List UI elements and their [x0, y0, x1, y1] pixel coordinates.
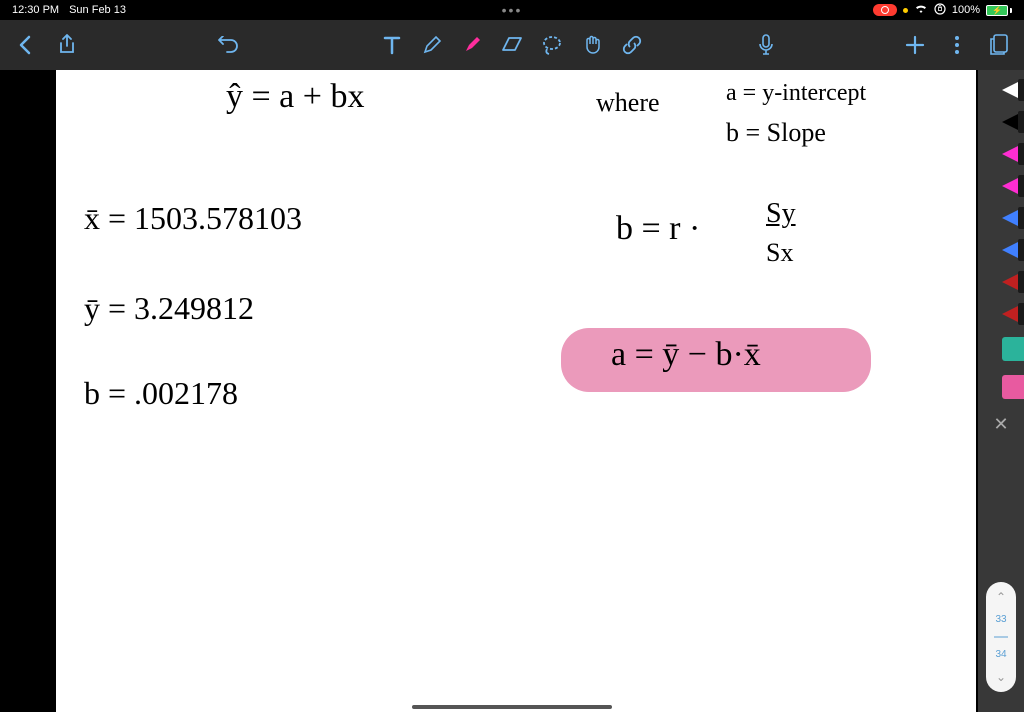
pen-slot-red-2[interactable]	[978, 300, 1024, 328]
xbar-value: x̄ = 1503.578103	[84, 200, 302, 237]
pen-slot-magenta-1[interactable]	[978, 140, 1024, 168]
page-divider-icon	[992, 635, 1010, 639]
wifi-icon	[914, 4, 928, 17]
page-current: 33	[995, 614, 1006, 625]
page-total: 34	[995, 649, 1006, 660]
battery-pct: 100%	[952, 4, 980, 16]
b-formula-sx: Sx	[766, 238, 793, 268]
home-indicator[interactable]	[412, 705, 612, 709]
pen-tool-button[interactable]	[421, 34, 443, 56]
battery-icon: ⚡	[986, 5, 1012, 16]
pen-slot-magenta-2[interactable]	[978, 172, 1024, 200]
more-button[interactable]	[946, 34, 968, 56]
microphone-button[interactable]	[755, 34, 777, 56]
b-definition: b = Slope	[726, 118, 826, 148]
a-definition: a = y-intercept	[726, 80, 866, 107]
app-toolbar	[0, 20, 1024, 70]
pen-slot-white[interactable]	[978, 76, 1024, 104]
close-pen-tray-button[interactable]: ✕	[978, 414, 1024, 435]
page-up-icon[interactable]: ⌃	[996, 590, 1006, 604]
share-button[interactable]	[56, 34, 78, 56]
lasso-tool-button[interactable]	[541, 34, 563, 56]
b-formula-left: b = r ·	[616, 210, 700, 248]
note-canvas[interactable]: ŷ = a + bx where a = y-intercept b = Slo…	[56, 70, 976, 712]
b-formula-sy: Sy	[766, 198, 796, 230]
b-value: b = .002178	[84, 375, 238, 412]
location-indicator-icon	[903, 8, 908, 13]
pen-slot-black[interactable]	[978, 108, 1024, 136]
eraser-tool-button[interactable]	[501, 34, 523, 56]
page-down-icon[interactable]: ⌄	[996, 670, 1006, 684]
marker-slot-pink[interactable]	[978, 370, 1024, 404]
marker-slot-teal[interactable]	[978, 332, 1024, 366]
status-time: 12:30 PM	[12, 4, 59, 16]
highlighter-tool-button[interactable]	[461, 34, 483, 56]
text-tool-button[interactable]	[381, 34, 403, 56]
status-bar: 12:30 PM Sun Feb 13 ••• 100% ⚡	[0, 0, 1024, 20]
pen-slot-blue-1[interactable]	[978, 204, 1024, 232]
ybar-value: ȳ = 3.249812	[84, 290, 254, 327]
status-date: Sun Feb 13	[69, 4, 126, 16]
add-button[interactable]	[904, 34, 926, 56]
screen-record-indicator[interactable]	[873, 4, 897, 16]
multitask-dots[interactable]: •••	[502, 2, 523, 18]
undo-button[interactable]	[218, 34, 240, 56]
a-formula: a = ȳ − b·x̄	[611, 336, 761, 374]
equation-main: ŷ = a + bx	[226, 78, 364, 116]
pages-view-button[interactable]	[988, 34, 1010, 56]
back-button[interactable]	[14, 34, 36, 56]
hand-tool-button[interactable]	[581, 34, 603, 56]
where-label: where	[596, 88, 660, 118]
link-tool-button[interactable]	[621, 34, 643, 56]
pen-tray: ✕ ⌃ 33 34 ⌄	[978, 70, 1024, 712]
page-scroller[interactable]: ⌃ 33 34 ⌄	[986, 582, 1016, 692]
orientation-lock-icon	[934, 3, 946, 18]
pen-slot-blue-2[interactable]	[978, 236, 1024, 264]
pen-slot-red-1[interactable]	[978, 268, 1024, 296]
